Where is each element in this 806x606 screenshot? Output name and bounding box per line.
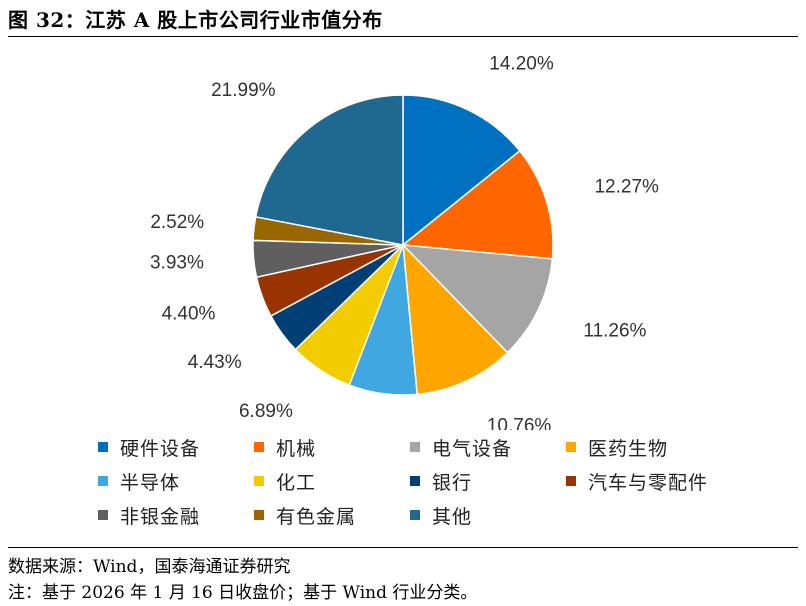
footer-rule [8, 547, 798, 548]
legend-label: 有色金属 [276, 505, 357, 528]
pie-slice-2 [401, 244, 554, 354]
legend-swatch [254, 476, 264, 486]
legend-swatch [566, 476, 576, 486]
chart-legend: 硬件设备 机械 电气设备 医药生物半导体 化工 银行 汽车与零配件非银金融 有色金属 其他 [98, 434, 738, 528]
legend-item-7: 汽车与零配件 [566, 468, 736, 494]
pie-slice-0 [402, 94, 521, 247]
pie-slice-3 [402, 242, 509, 396]
pie-data-label-1: 12.27% [594, 176, 659, 197]
legend-swatch [98, 476, 108, 486]
legend-swatch [98, 442, 108, 452]
legend-label: 机械 [276, 437, 317, 460]
legend-label: 医药生物 [588, 437, 669, 460]
legend-label: 硬件设备 [120, 437, 201, 460]
legend-item-5: 化工 [254, 468, 410, 494]
legend-label: 汽车与零配件 [588, 471, 709, 494]
legend-item-0: 硬件设备 [98, 434, 254, 460]
legend-item-9: 有色金属 [254, 502, 410, 528]
legend-item-2: 电气设备 [410, 434, 566, 460]
legend-item-6: 银行 [410, 468, 566, 494]
source-note: 数据来源：Wind，国泰海通证券研究 [8, 557, 291, 577]
legend-item-8: 非银金融 [98, 502, 254, 528]
pie-data-label-0: 14.20% [489, 54, 554, 75]
pie-data-label-2: 11.26% [583, 320, 646, 341]
pie-data-label-6: 4.43% [188, 352, 242, 373]
legend-swatch [410, 510, 420, 520]
pie-data-label-9: 2.52% [150, 212, 204, 233]
pie-chart: 14.20%12.27%11.26%10.76%7.34%6.89%4.43%4… [150, 54, 659, 430]
legend-swatch [566, 442, 576, 452]
pie-data-label-8: 3.93% [150, 253, 204, 274]
legend-item-3: 医药生物 [566, 434, 736, 460]
figure-title: 图 32：江苏 A 股上市公司行业市值分布 [8, 8, 383, 32]
pie-data-label-5: 6.89% [239, 401, 293, 422]
pie-slice-10 [254, 94, 404, 246]
legend-swatch [410, 476, 420, 486]
pie-data-label-3: 10.76% [487, 416, 552, 430]
pie-data-label-10: 21.99% [211, 80, 276, 101]
legend-item-10: 其他 [410, 502, 566, 528]
legend-swatch [254, 510, 264, 520]
title-rule [8, 36, 798, 37]
legend-label: 银行 [432, 471, 473, 494]
legend-swatch [410, 442, 420, 452]
legend-label: 电气设备 [432, 437, 513, 460]
pie-data-label-7: 4.40% [162, 303, 216, 324]
legend-label: 非银金融 [120, 505, 201, 528]
legend-item-1: 机械 [254, 434, 410, 460]
legend-item-4: 半导体 [98, 468, 254, 494]
legend-label: 其他 [432, 505, 473, 528]
legend-label: 化工 [276, 471, 317, 494]
remark-note: 注：基于 2026 年 1 月 16 日收盘价；基于 Wind 行业分类。 [8, 583, 478, 603]
legend-swatch [98, 510, 108, 520]
legend-swatch [254, 442, 264, 452]
pie-slice-1 [401, 149, 554, 260]
legend-label: 半导体 [120, 471, 181, 494]
